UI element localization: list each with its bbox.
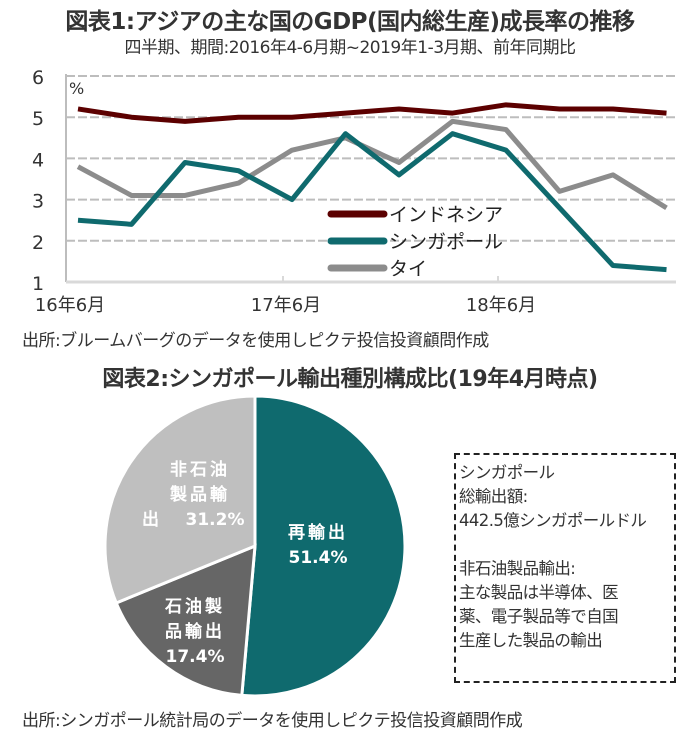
pie-value: 17.4% [166,647,225,667]
note-line: シンガポール [459,463,555,482]
pie-slice [240,394,407,698]
note-blank-line [459,533,670,557]
note-box: シンガポール 総輸出額: 442.5億シンガポールドル 非石油製品輸出: 主な製… [454,453,676,683]
pie-slices [103,394,407,698]
pie-label: 再輸出 [288,522,348,543]
x-tick-label: 18年6月 [466,295,536,316]
legend-label: インドネシア [389,204,503,226]
series-line-0 [77,102,667,124]
note-line: 主な製品は半導体、医 [459,583,619,602]
y-tick-label: 4 [32,149,44,171]
y-tick-label: 1 [32,273,44,295]
series-line-2 [76,118,668,210]
pie-slice [103,394,257,605]
note-line: 生産した製品の輸出 [459,631,603,650]
y-tick-label: 6 [32,67,44,89]
pie-value: 31.2% [186,510,245,530]
series-line-1 [77,131,667,273]
legend-label: タイ [389,258,427,280]
legend-label: シンガポール [389,231,503,253]
pie-label: 品輸出 [165,621,225,642]
chart2-title: 図表2:シンガポール輸出種別構成比(19年4月時点) [102,367,598,392]
note-line: 442.5億シンガポールドル [459,511,647,530]
chart1-subtitle: 四半期、期間:2016年4-6月期~2019年1-3月期、前年同期比 [124,38,576,58]
y-tick-label: 5 [32,108,44,130]
y-axis-unit-label: % [69,79,84,98]
chart1-title: 図表1:アジアの主な国のGDP(国内総生産)成長率の推移 [65,9,635,35]
pie-label: 石油製 [164,596,225,617]
chart2-source: 出所:シンガポール統計局のデータを使用しピクテ投信投資顧問作成 [22,711,523,731]
note-line: 薬、電子製品等で自国 [459,607,619,626]
note-line: 総輸出額: [459,487,528,506]
pie-label: 出 [142,509,162,530]
pie-value: 51.4% [289,548,348,568]
pie-label: 製品輸 [169,484,230,505]
pie-slice [114,543,257,698]
series-layer [76,102,668,273]
note-line: 非石油製品輸出: [459,559,576,578]
x-tick-label: 16年6月 [35,295,105,316]
y-tick-label: 3 [32,191,44,213]
y-axis-ticks: 1 2 3 4 5 6 [32,67,44,295]
grid-layer [65,74,676,284]
y-tick-label: 2 [32,232,44,254]
chart1-source: 出所:ブルームバーグのデータを使用しピクテ投信投資顧問作成 [22,331,489,351]
pie-labels: 再輸出 51.4% 石油製品輸出 17.4% 非石油製品輸出 31.2% [142,459,348,667]
x-tick-label: 17年6月 [251,295,321,316]
pie-label: 非石油 [170,459,230,480]
x-axis-ticks: 16年6月 17年6月 18年6月 [35,276,536,316]
